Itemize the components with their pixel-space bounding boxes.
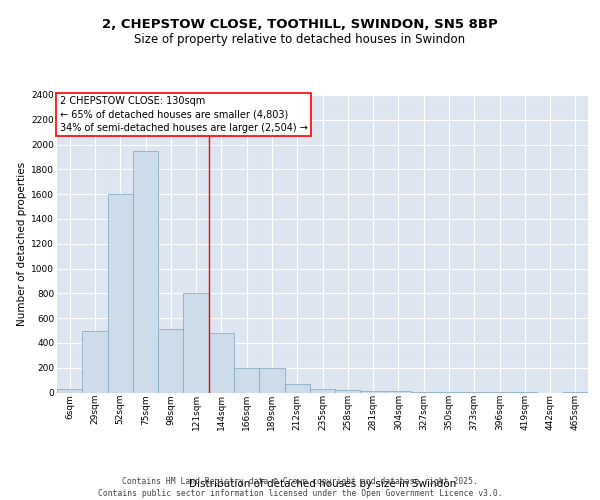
Text: Contains HM Land Registry data © Crown copyright and database right 2025.
Contai: Contains HM Land Registry data © Crown c…	[98, 476, 502, 498]
Y-axis label: Number of detached properties: Number of detached properties	[17, 162, 27, 326]
Bar	[361, 391, 386, 392]
Text: 2 CHEPSTOW CLOSE: 130sqm
← 65% of detached houses are smaller (4,803)
34% of sem: 2 CHEPSTOW CLOSE: 130sqm ← 65% of detach…	[59, 96, 308, 133]
Bar	[158, 330, 184, 392]
Text: 2, CHEPSTOW CLOSE, TOOTHILL, SWINDON, SN5 8BP: 2, CHEPSTOW CLOSE, TOOTHILL, SWINDON, SN…	[102, 18, 498, 30]
Bar	[82, 330, 107, 392]
Bar	[310, 389, 335, 392]
Bar	[57, 389, 82, 392]
X-axis label: Distribution of detached houses by size in Swindon: Distribution of detached houses by size …	[189, 479, 456, 489]
Bar	[259, 368, 284, 392]
Bar	[184, 294, 209, 392]
Bar	[234, 368, 259, 392]
Bar	[107, 194, 133, 392]
Bar	[133, 151, 158, 392]
Bar	[284, 384, 310, 392]
Bar	[335, 390, 361, 392]
Bar	[209, 333, 234, 392]
Text: Size of property relative to detached houses in Swindon: Size of property relative to detached ho…	[134, 32, 466, 46]
